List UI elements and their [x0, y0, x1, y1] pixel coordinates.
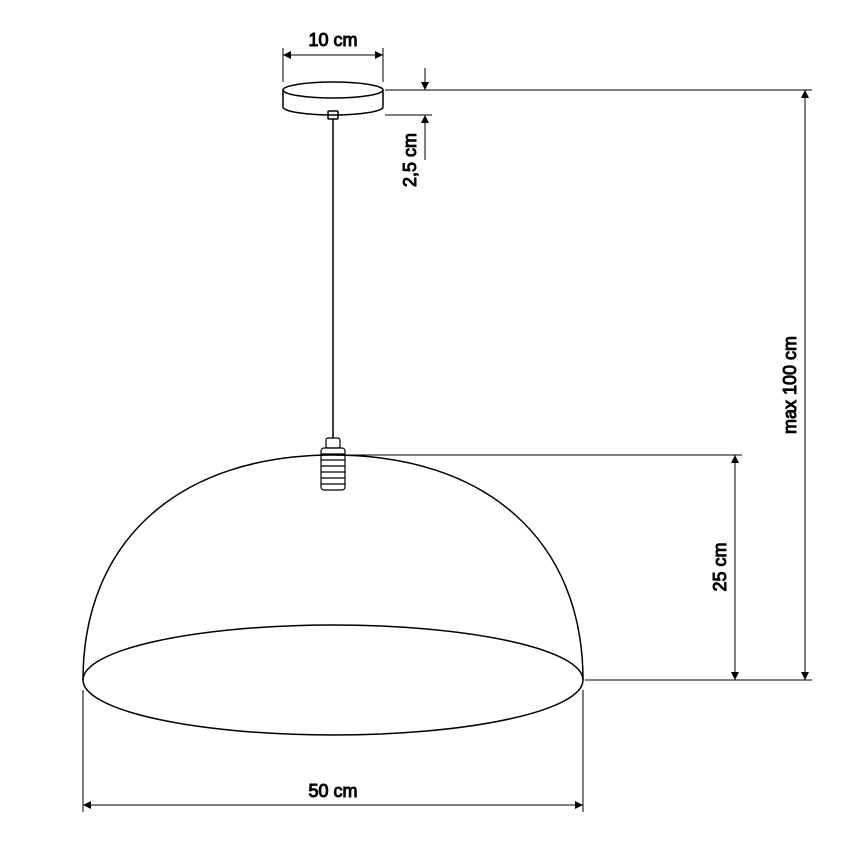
dim-shade-height-label: 25 cm	[710, 542, 730, 591]
technical-drawing: 10 cm 2,5 cm 50 cm 25 cm	[0, 0, 868, 868]
socket	[321, 438, 345, 490]
dimensions: 10 cm 2,5 cm 50 cm 25 cm	[83, 30, 812, 812]
dim-canopy-height: 2,5 cm	[385, 68, 432, 187]
lamp-outline	[83, 82, 583, 735]
dim-canopy-height-label: 2,5 cm	[400, 133, 420, 187]
dim-shade-height: 25 cm	[345, 455, 742, 680]
dim-total-height: max 100 cm	[432, 90, 812, 680]
dim-shade-width: 50 cm	[83, 690, 583, 812]
dim-canopy-width-label: 10 cm	[308, 30, 357, 50]
dim-shade-width-label: 50 cm	[308, 781, 357, 801]
dim-canopy-width: 10 cm	[283, 30, 383, 82]
dim-total-height-label: max 100 cm	[780, 336, 800, 434]
shade	[83, 455, 583, 735]
canopy	[283, 82, 383, 119]
